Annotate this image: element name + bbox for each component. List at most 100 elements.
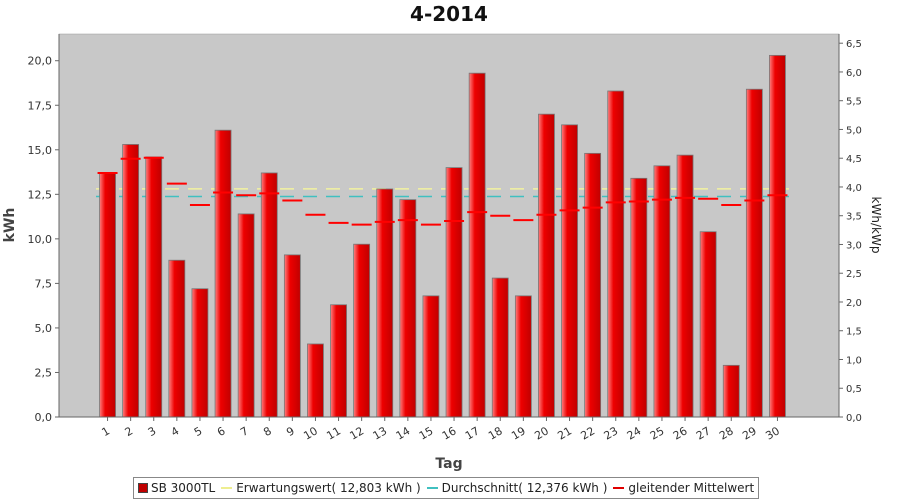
x-tick-label: 7	[238, 424, 251, 439]
y-tick-label: 17,5	[28, 99, 53, 112]
x-tick-label: 30	[763, 424, 782, 442]
bar-day-12	[353, 243, 371, 418]
bar-day-24	[630, 177, 648, 418]
legend-swatch-production	[138, 483, 148, 493]
bar-day-5	[191, 288, 209, 418]
bar-day-15	[422, 295, 440, 418]
y-right-tick-label: 4,5	[846, 154, 862, 165]
x-tick-label: 14	[394, 424, 413, 442]
x-tick-label: 26	[671, 424, 690, 442]
bar-day-17	[468, 72, 486, 418]
x-tick-label: 22	[579, 424, 598, 442]
x-tick-label: 17	[463, 424, 482, 442]
bar-day-3	[145, 156, 163, 418]
y-right-tick-label: 3,0	[846, 240, 862, 251]
y-tick-label: 2,5	[35, 366, 53, 379]
bar-day-20	[538, 113, 555, 418]
bar-day-27	[699, 231, 717, 418]
y-right-tick-label: 0,0	[846, 413, 862, 424]
bar-day-9	[283, 254, 301, 418]
x-tick-label: 15	[417, 424, 436, 442]
bar-day-1	[99, 172, 116, 418]
y-right-tick-label: 6,5	[846, 39, 862, 50]
bar-day-30	[769, 54, 786, 418]
legend: SB 3000TL Erwartungswert( 12,803 kWh ) D…	[133, 477, 760, 499]
y-right-tick-label: 2,0	[846, 298, 862, 309]
x-tick-label: 2	[123, 424, 136, 439]
bar-day-11	[330, 304, 347, 418]
chart-title: 4-2014	[410, 2, 488, 26]
legend-swatch-moving-average	[613, 487, 625, 489]
x-tick-label: 23	[602, 424, 621, 442]
y-right-axis-title: kWh/kWp	[869, 197, 883, 254]
bar-day-28	[722, 364, 740, 418]
y-right-tick-label: 5,0	[846, 125, 862, 136]
bar-day-7	[237, 213, 255, 418]
legend-label-moving-average: gleitender Mittelwert	[628, 481, 755, 495]
x-tick-label: 21	[555, 424, 574, 442]
bar-day-14	[399, 199, 417, 418]
y-right-tick-label: 2,5	[846, 269, 862, 280]
bar-day-25	[653, 165, 671, 418]
y-tick-label: 12,5	[28, 188, 53, 201]
y-right-tick-label: 1,0	[846, 355, 862, 366]
x-tick-label: 5	[192, 424, 205, 439]
x-tick-label: 9	[284, 424, 297, 439]
y-right-tick-label: 4,0	[846, 183, 862, 194]
y-right-tick-label: 0,5	[846, 384, 862, 395]
bar-day-21	[561, 124, 578, 418]
legend-item-expected: Erwartungswert( 12,803 kWh )	[221, 481, 421, 495]
y-right-tick-label: 5,5	[846, 97, 862, 108]
x-tick-label: 10	[301, 424, 320, 442]
legend-item-average: Durchschnitt( 12,376 kWh )	[426, 481, 608, 495]
legend-item-production: SB 3000TL	[138, 481, 215, 495]
x-tick-label: 12	[348, 424, 367, 442]
x-tick-label: 29	[740, 424, 759, 442]
bar-day-16	[445, 167, 463, 418]
x-tick-label: 1	[99, 424, 112, 439]
bar-day-4	[168, 259, 186, 418]
y-tick-label: 5,0	[35, 322, 53, 335]
x-tick-label: 27	[694, 424, 713, 442]
x-tick-label: 19	[509, 424, 528, 442]
bar-day-10	[307, 343, 324, 418]
y-right-tick-label: 1,5	[846, 327, 862, 338]
bar-day-2	[122, 144, 140, 418]
bar-day-29	[745, 88, 763, 418]
x-axis-title: Tag	[435, 456, 462, 472]
x-tick-label: 11	[324, 424, 343, 442]
y-right-tick-label: 6,0	[846, 68, 862, 79]
bar-day-23	[607, 90, 625, 418]
x-tick-label: 16	[440, 424, 459, 442]
x-tick-label: 25	[648, 424, 667, 442]
x-tick-label: 8	[261, 424, 274, 439]
bar-day-13	[376, 188, 394, 418]
y-tick-label: 15,0	[28, 144, 53, 157]
legend-swatch-average	[426, 487, 438, 489]
y-tick-label: 7,5	[35, 277, 53, 290]
x-tick-label: 24	[625, 424, 644, 442]
x-tick-label: 3	[146, 424, 159, 439]
x-tick-label: 4	[169, 424, 182, 439]
y-right-tick-label: 3,5	[846, 212, 862, 223]
y-axis-title: kWh	[2, 208, 18, 243]
bar-day-8	[260, 172, 278, 418]
x-tick-label: 28	[717, 424, 736, 442]
y-tick-label: 0,0	[35, 411, 53, 424]
bar-day-22	[584, 152, 602, 418]
x-tick-label: 6	[215, 424, 228, 439]
legend-item-moving-average: gleitender Mittelwert	[613, 481, 754, 495]
legend-label-expected: Erwartungswert( 12,803 kWh )	[236, 481, 421, 495]
y-tick-label: 10,0	[28, 233, 53, 246]
legend-swatch-expected	[221, 487, 233, 489]
legend-label-average: Durchschnitt( 12,376 kWh )	[441, 481, 608, 495]
bar-day-19	[514, 295, 532, 418]
x-tick-label: 20	[532, 424, 551, 442]
bar-day-18	[491, 277, 509, 418]
x-tick-label: 18	[486, 424, 505, 442]
y-tick-label: 20,0	[28, 55, 53, 68]
legend-label-production: SB 3000TL	[151, 481, 216, 495]
bar-day-6	[214, 129, 232, 418]
x-tick-label: 13	[371, 424, 390, 442]
